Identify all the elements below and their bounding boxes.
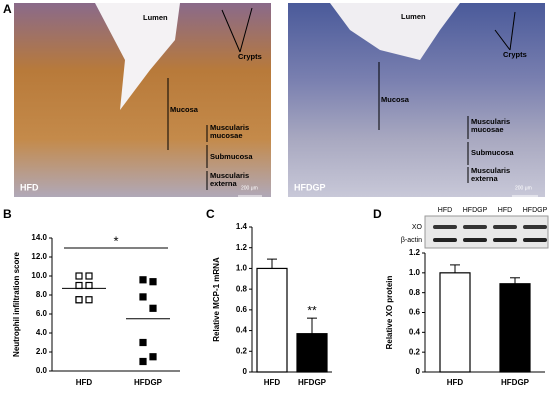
y-tick-label: 0.2: [409, 347, 421, 356]
y-tick-label: 1.0: [409, 268, 421, 277]
point: [85, 296, 93, 304]
structure-label: Lumen: [143, 13, 168, 22]
panel-label: C: [206, 207, 215, 221]
panel-label: D: [373, 207, 382, 221]
structure-label: Muscularis: [210, 123, 249, 132]
band: [433, 225, 457, 229]
panel-label: B: [3, 207, 12, 221]
structure-label: Crypts: [238, 52, 262, 61]
structure-label: Lumen: [401, 12, 426, 21]
y-tick-label: 0.4: [409, 327, 421, 336]
y-tick-label: 10.0: [31, 271, 47, 280]
image-name: HFDGP: [294, 182, 326, 192]
x-tick-label: HFDGP: [134, 378, 163, 387]
y-tick-label: 0.6: [236, 305, 248, 314]
lumen-space: [95, 3, 180, 110]
y-tick-label: 1.2: [236, 243, 248, 252]
y-tick-label: 1.4: [236, 222, 248, 231]
x-tick-label: HFDGP: [501, 378, 530, 387]
scale-bar-label: 200 μm: [515, 185, 532, 191]
point: [139, 357, 147, 366]
y-tick-label: 0.8: [409, 288, 421, 297]
x-tick-label: HFDGP: [298, 378, 327, 387]
point: [149, 353, 157, 361]
point: [75, 272, 83, 280]
point: [85, 281, 93, 290]
bar: [296, 333, 328, 373]
x-tick-label: HFD: [447, 378, 464, 387]
y-axis-label: Neutrophil infiltration score: [12, 252, 21, 357]
structure-label: mucosae: [210, 131, 243, 140]
y-axis-label: Relative XO protein: [385, 275, 394, 349]
band: [493, 238, 517, 242]
panel-label: A: [3, 2, 12, 16]
structure-label: externa: [471, 174, 499, 183]
bar: [499, 283, 531, 373]
row-label: XO: [412, 224, 423, 231]
y-tick-label: 0: [243, 367, 248, 376]
structure-label: Submucosa: [210, 152, 253, 161]
y-tick-label: 1.2: [409, 248, 421, 257]
y-tick-label: 1.0: [236, 264, 248, 273]
significance: *: [113, 233, 118, 248]
bar: [256, 267, 288, 373]
structure-label: Crypts: [503, 50, 527, 59]
y-axis-label: Relative MCP-1 mRNA: [212, 257, 221, 342]
point: [139, 293, 147, 301]
y-tick-label: 0.6: [409, 308, 421, 317]
blot: [424, 215, 549, 249]
point: [149, 278, 157, 286]
y-tick-label: 14.0: [31, 233, 47, 242]
point: [75, 281, 83, 290]
scale-bar-label: 200 μm: [241, 185, 258, 191]
point: [139, 338, 147, 347]
point: [85, 272, 93, 280]
lumen-space: [330, 3, 460, 60]
y-tick-label: 2.0: [36, 347, 48, 356]
point: [75, 296, 83, 304]
band: [463, 225, 487, 229]
lane-label: HFD: [438, 207, 452, 214]
row-label: β-actin: [401, 237, 422, 244]
structure-label: Muscularis: [210, 171, 249, 180]
band: [463, 238, 487, 242]
band: [433, 238, 457, 242]
y-tick-label: 0.4: [236, 326, 248, 335]
lane-label: HFDGP: [523, 207, 548, 214]
point: [139, 276, 147, 284]
band: [523, 238, 547, 242]
structure-label: externa: [210, 179, 238, 188]
y-tick-label: 0.0: [36, 366, 48, 375]
brackets: [167, 7, 538, 197]
bar: [439, 272, 471, 373]
lane-label: HFDGP: [463, 207, 488, 214]
y-tick-label: 0.8: [236, 284, 248, 293]
structure-label: Submucosa: [471, 148, 514, 157]
y-tick-label: 12.0: [31, 252, 47, 261]
structure-label: Mucosa: [381, 95, 410, 104]
lane-label: HFD: [498, 207, 512, 214]
significance: **: [307, 303, 317, 317]
x-tick-label: HFD: [76, 378, 93, 387]
point: [149, 304, 157, 312]
y-tick-label: 0.2: [236, 346, 248, 355]
y-tick-label: 0: [416, 367, 421, 376]
y-tick-label: 6.0: [36, 309, 48, 318]
image-name: HFD: [20, 182, 39, 192]
structure-label: mucosae: [471, 125, 504, 134]
structure-label: Muscularis: [471, 166, 510, 175]
y-tick-label: 4.0: [36, 328, 48, 337]
y-tick-label: 8.0: [36, 290, 48, 299]
structure-label: Muscularis: [471, 117, 510, 126]
structure-label: Mucosa: [170, 105, 199, 114]
band: [523, 225, 547, 229]
band: [493, 225, 517, 229]
x-tick-label: HFD: [264, 378, 281, 387]
